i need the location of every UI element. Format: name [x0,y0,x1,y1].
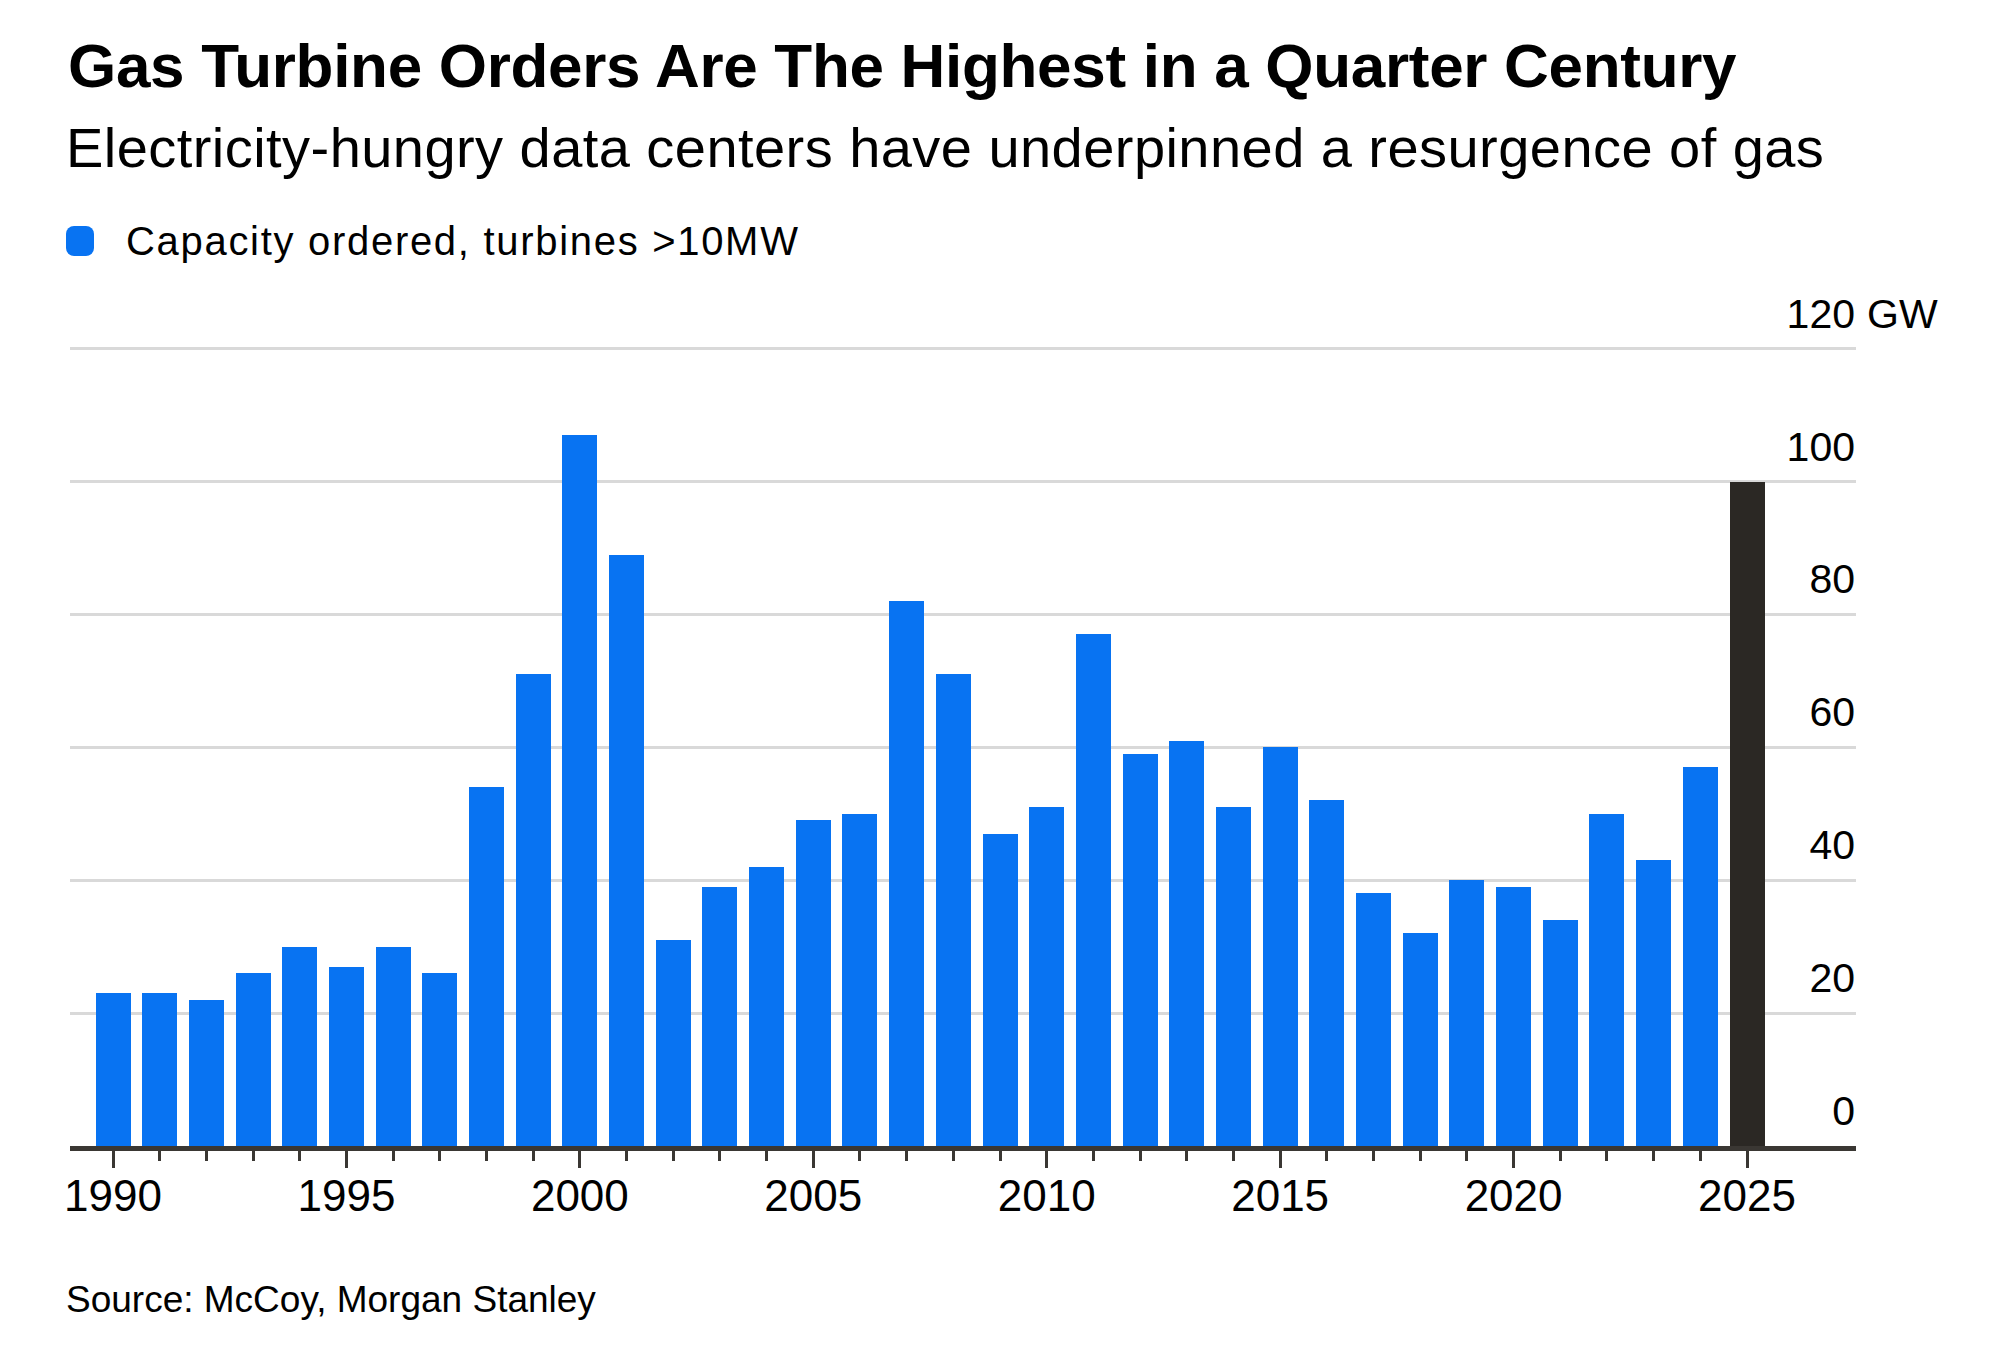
legend: Capacity ordered, turbines >10MW [66,224,800,258]
bar-1993 [236,973,271,1146]
x-tick-1994 [298,1151,301,1161]
source-note: Source: McCoy, Morgan Stanley [66,1279,596,1321]
x-tick-2011 [1092,1151,1095,1161]
x-tick-2008 [952,1151,955,1161]
bar-1991 [142,993,177,1146]
x-axis-label-1990: 1990 [0,1174,233,1218]
x-tick-1991 [158,1151,161,1161]
x-tick-2022 [1605,1151,1608,1161]
x-tick-2018 [1419,1151,1422,1161]
x-tick-2002 [672,1151,675,1161]
x-tick-1996 [392,1151,395,1161]
x-tick-2009 [999,1151,1002,1161]
x-tick-2020 [1512,1151,1515,1168]
x-axis-label-2025: 2025 [1627,1174,1867,1218]
x-axis-label-2005: 2005 [693,1174,933,1218]
legend-label: Capacity ordered, turbines >10MW [126,219,800,264]
bar-1994 [282,947,317,1146]
y-axis-label-80: 80 [1555,558,1855,600]
chart-title: Gas Turbine Orders Are The Highest in a … [68,30,1736,101]
bar-2001 [609,555,644,1146]
bar-2000 [562,435,597,1146]
x-tick-2013 [1185,1151,1188,1161]
x-axis-label-2000: 2000 [460,1174,700,1218]
legend-marker-icon [66,226,94,256]
bar-2002 [656,940,691,1146]
bar-2018 [1403,933,1438,1146]
bar-2006 [842,814,877,1146]
bar-2009 [983,834,1018,1146]
x-tick-2000 [578,1151,581,1168]
x-tick-1998 [485,1151,488,1161]
gridline-y-100 [70,480,1856,483]
bar-2014 [1216,807,1251,1146]
bar-2003 [702,887,737,1146]
bar-2021 [1543,920,1578,1146]
chart-subtitle: Electricity-hungry data centers have und… [66,115,1824,180]
bar-1998 [469,787,504,1146]
x-tick-2015 [1279,1151,1282,1168]
x-tick-2024 [1699,1151,1702,1161]
bar-1996 [376,947,411,1146]
x-tick-2021 [1559,1151,1562,1161]
bar-1999 [516,674,551,1146]
bar-2013 [1169,741,1204,1146]
bar-2022 [1589,814,1624,1146]
bar-2024 [1683,767,1718,1146]
bar-2019 [1449,880,1484,1146]
bar-2015 [1263,747,1298,1146]
x-tick-2016 [1325,1151,1328,1161]
x-axis-label-2010: 2010 [927,1174,1167,1218]
x-tick-2023 [1652,1151,1655,1161]
bar-2005 [796,820,831,1146]
x-tick-2005 [812,1151,815,1168]
x-tick-2003 [718,1151,721,1161]
x-tick-2007 [905,1151,908,1161]
x-tick-2017 [1372,1151,1375,1161]
x-tick-2014 [1232,1151,1235,1161]
gridline-y-80 [70,613,1856,616]
bar-2017 [1356,893,1391,1146]
x-tick-1995 [345,1151,348,1168]
x-axis-line [70,1146,1856,1151]
x-tick-1999 [532,1151,535,1161]
bar-1997 [422,973,457,1146]
y-axis-label-120: 120GW [1555,293,1855,335]
bar-1995 [329,967,364,1146]
x-tick-2006 [858,1151,861,1161]
x-axis-label-2015: 2015 [1160,1174,1400,1218]
bar-2016 [1309,800,1344,1146]
x-tick-1990 [112,1151,115,1168]
y-axis-label-60: 60 [1555,691,1855,733]
x-tick-2001 [625,1151,628,1161]
x-axis-label-1995: 1995 [226,1174,466,1218]
gridline-y-120 [70,347,1856,350]
x-axis-label-2020: 2020 [1394,1174,1634,1218]
x-tick-2019 [1465,1151,1468,1161]
x-tick-2004 [765,1151,768,1161]
x-tick-2012 [1139,1151,1142,1161]
x-tick-1993 [252,1151,255,1161]
chart-figure: Gas Turbine Orders Are The Highest in a … [0,0,2000,1359]
bar-2008 [936,674,971,1146]
bar-2020 [1496,887,1531,1146]
bar-1990 [96,993,131,1146]
x-tick-2025 [1746,1151,1749,1168]
y-axis-unit: GW [1867,293,1938,335]
x-tick-1992 [205,1151,208,1161]
bar-2025 [1730,482,1765,1147]
bar-2004 [749,867,784,1146]
bar-1992 [189,1000,224,1146]
bar-2023 [1636,860,1671,1146]
x-tick-2010 [1045,1151,1048,1168]
bar-2012 [1123,754,1158,1146]
bar-2007 [889,601,924,1146]
x-tick-1997 [438,1151,441,1161]
bar-2011 [1076,634,1111,1146]
bar-2010 [1029,807,1064,1146]
y-axis-label-100: 100 [1555,426,1855,468]
